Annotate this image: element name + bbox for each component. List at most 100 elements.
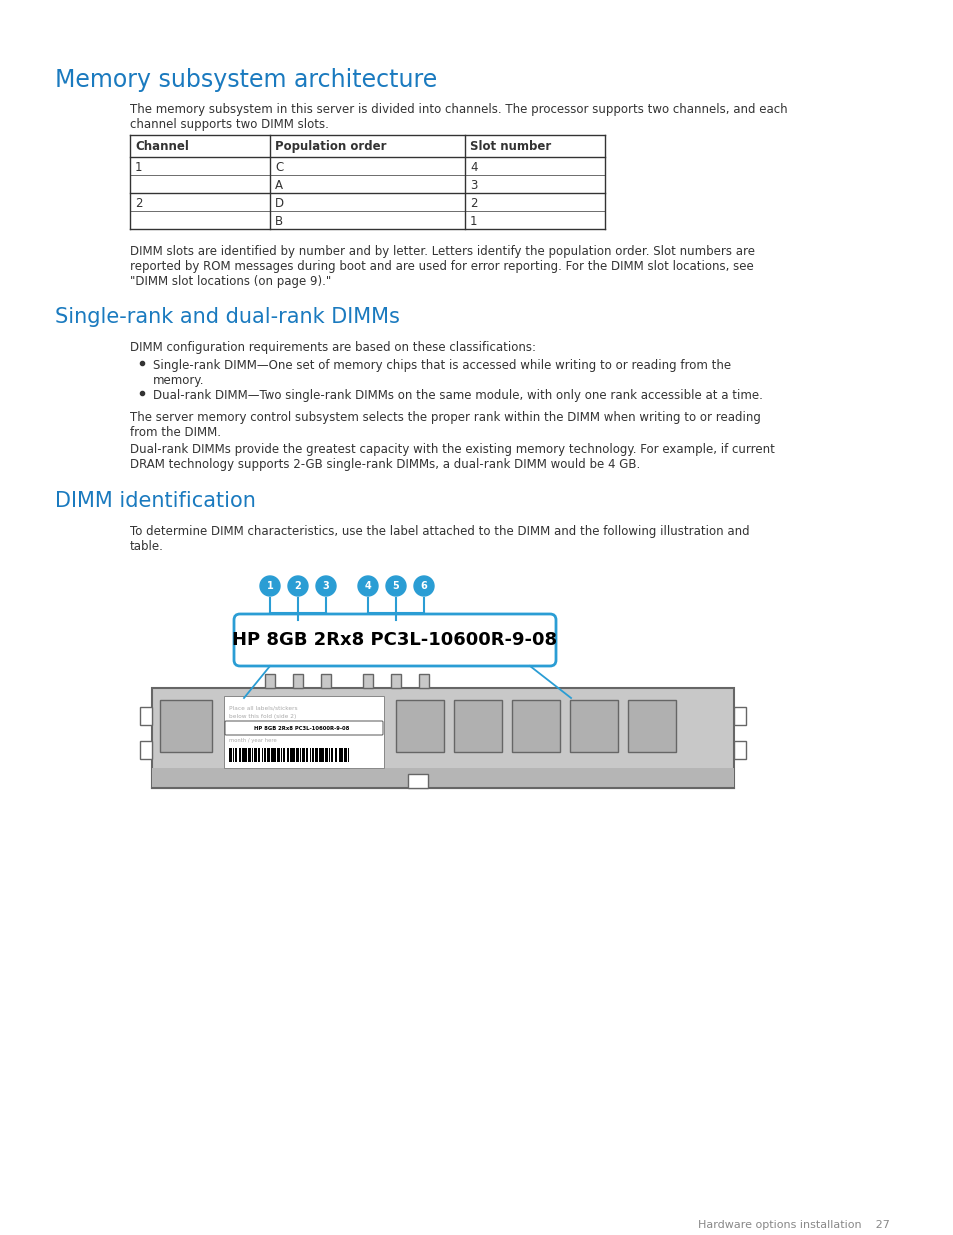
Bar: [140, 741, 152, 760]
Bar: [569, 700, 618, 752]
Text: Slot number: Slot number: [470, 140, 551, 153]
Text: Place all labels/stickers: Place all labels/stickers: [229, 706, 297, 711]
Text: 4: 4: [470, 161, 477, 174]
Bar: [331, 748, 333, 762]
Bar: [302, 748, 304, 762]
Text: Channel: Channel: [135, 140, 189, 153]
Text: Dual-rank DIMM—Two single-rank DIMMs on the same module, with only one rank acce: Dual-rank DIMM—Two single-rank DIMMs on …: [152, 389, 762, 403]
Text: C: C: [274, 161, 283, 174]
Circle shape: [315, 576, 335, 597]
Bar: [234, 748, 237, 762]
Bar: [325, 748, 327, 762]
Bar: [310, 748, 311, 762]
Text: DIMM identification: DIMM identification: [55, 492, 255, 511]
Text: The server memory control subsystem selects the proper rank within the DIMM when: The server memory control subsystem sele…: [130, 411, 760, 438]
Text: Population order: Population order: [274, 140, 386, 153]
Text: D: D: [274, 198, 284, 210]
Text: 1: 1: [135, 161, 142, 174]
Text: Memory subsystem architecture: Memory subsystem architecture: [55, 68, 436, 91]
Text: A: A: [274, 179, 283, 191]
Bar: [363, 674, 373, 688]
Text: To determine DIMM characteristics, use the label attached to the DIMM and the fo: To determine DIMM characteristics, use t…: [130, 525, 749, 553]
Text: HP 8GB 2Rx8 PC3L-10600R-9-08: HP 8GB 2Rx8 PC3L-10600R-9-08: [254, 725, 350, 730]
Bar: [454, 700, 501, 752]
Text: 1: 1: [470, 215, 477, 228]
Bar: [338, 748, 339, 762]
Bar: [418, 674, 429, 688]
Bar: [276, 748, 279, 762]
Text: B: B: [274, 215, 283, 228]
Bar: [320, 674, 331, 688]
Bar: [248, 748, 251, 762]
Text: DIMM configuration requirements are based on these classifications:: DIMM configuration requirements are base…: [130, 341, 536, 354]
Text: DIMM slots are identified by number and by letter. Letters identify the populati: DIMM slots are identified by number and …: [130, 245, 754, 288]
Bar: [292, 748, 294, 762]
Bar: [512, 700, 559, 752]
Bar: [238, 748, 241, 762]
Circle shape: [386, 576, 406, 597]
Bar: [319, 748, 320, 762]
Bar: [395, 700, 443, 752]
Bar: [257, 748, 260, 762]
Bar: [315, 748, 317, 762]
Text: 3: 3: [470, 179, 476, 191]
Bar: [290, 748, 292, 762]
Bar: [300, 748, 301, 762]
Bar: [391, 674, 400, 688]
Bar: [160, 700, 212, 752]
Text: 2: 2: [470, 198, 477, 210]
Bar: [271, 748, 273, 762]
Text: The memory subsystem in this server is divided into channels. The processor supp: The memory subsystem in this server is d…: [130, 103, 787, 131]
Bar: [280, 748, 282, 762]
Bar: [265, 674, 274, 688]
Bar: [335, 748, 336, 762]
Circle shape: [260, 576, 280, 597]
Bar: [293, 674, 303, 688]
Text: 2: 2: [135, 198, 142, 210]
Bar: [229, 748, 232, 762]
Bar: [312, 748, 314, 762]
Bar: [140, 706, 152, 725]
FancyBboxPatch shape: [233, 614, 556, 666]
Bar: [261, 748, 263, 762]
Text: 3: 3: [322, 580, 329, 592]
Text: Dual-rank DIMMs provide the greatest capacity with the existing memory technolog: Dual-rank DIMMs provide the greatest cap…: [130, 443, 774, 471]
Bar: [263, 748, 266, 762]
Bar: [340, 748, 343, 762]
Text: Single-rank and dual-rank DIMMs: Single-rank and dual-rank DIMMs: [55, 308, 399, 327]
Bar: [344, 748, 347, 762]
Text: 1: 1: [266, 580, 274, 592]
Bar: [321, 748, 323, 762]
Text: HP 8GB 2Rx8 PC3L-10600R-9-08: HP 8GB 2Rx8 PC3L-10600R-9-08: [233, 631, 557, 650]
Bar: [282, 748, 285, 762]
Bar: [733, 741, 745, 760]
Text: 2: 2: [294, 580, 301, 592]
Bar: [306, 748, 308, 762]
Bar: [242, 748, 243, 762]
Circle shape: [288, 576, 308, 597]
Bar: [252, 748, 253, 762]
Bar: [152, 768, 733, 788]
Text: Hardware options installation    27: Hardware options installation 27: [698, 1220, 889, 1230]
Text: 5: 5: [393, 580, 399, 592]
Bar: [253, 748, 256, 762]
Bar: [329, 748, 330, 762]
Bar: [273, 748, 275, 762]
Text: 4: 4: [364, 580, 371, 592]
Text: below this fold (side 2): below this fold (side 2): [229, 714, 296, 719]
Bar: [408, 774, 428, 788]
Bar: [244, 748, 247, 762]
Text: 6: 6: [420, 580, 427, 592]
Bar: [224, 697, 384, 768]
Bar: [348, 748, 349, 762]
Text: month / year here: month / year here: [229, 739, 276, 743]
Circle shape: [357, 576, 377, 597]
Bar: [267, 748, 270, 762]
Bar: [627, 700, 676, 752]
Bar: [296, 748, 298, 762]
Circle shape: [414, 576, 434, 597]
Text: Single-rank DIMM—One set of memory chips that is accessed while writing to or re: Single-rank DIMM—One set of memory chips…: [152, 359, 730, 387]
Bar: [286, 748, 289, 762]
FancyBboxPatch shape: [225, 721, 382, 735]
Bar: [733, 706, 745, 725]
